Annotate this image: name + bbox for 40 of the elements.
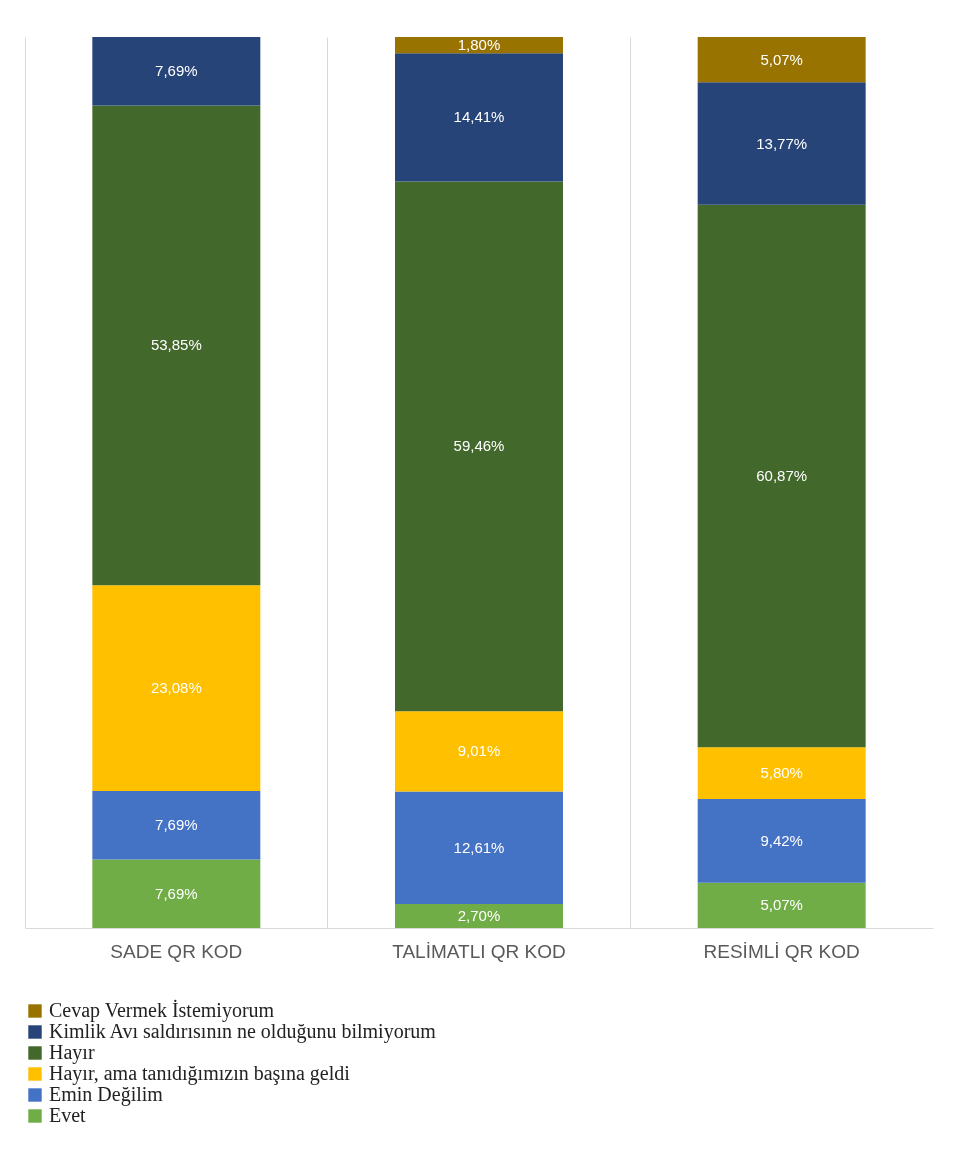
legend-label: Evet bbox=[49, 1104, 87, 1126]
data-label: 14,41% bbox=[453, 108, 505, 126]
data-label: 5,07% bbox=[760, 896, 803, 914]
bar bbox=[395, 711, 563, 792]
data-label: 13,77% bbox=[756, 134, 808, 152]
data-label: 5,80% bbox=[760, 764, 803, 782]
bar bbox=[697, 798, 866, 883]
bar bbox=[92, 859, 261, 928]
bar bbox=[395, 37, 563, 54]
data-label: 12,61% bbox=[453, 838, 505, 856]
bar bbox=[92, 37, 261, 106]
legend-label: Hayır bbox=[49, 1041, 95, 1064]
bar bbox=[395, 791, 563, 904]
bar bbox=[395, 903, 563, 928]
bar bbox=[697, 204, 866, 748]
data-label: 59,46% bbox=[453, 437, 505, 455]
x-tick-label: RESİMLİ QR KOD bbox=[703, 940, 860, 962]
bar bbox=[92, 585, 261, 791]
bar bbox=[92, 790, 261, 860]
bar bbox=[395, 53, 563, 182]
bar bbox=[92, 105, 261, 586]
data-label: 7,69% bbox=[155, 62, 198, 80]
legend-label: Cevap Vermek İstemiyorum bbox=[49, 999, 275, 1022]
data-label: 9,42% bbox=[760, 831, 803, 849]
bar bbox=[697, 882, 866, 928]
x-tick-label: SADE QR KOD bbox=[110, 940, 243, 962]
data-label: 9,01% bbox=[457, 742, 501, 760]
data-label: 1,80% bbox=[457, 36, 501, 54]
bar bbox=[697, 37, 866, 83]
x-tick-label: TALİMATLI QR KOD bbox=[392, 940, 566, 962]
bar bbox=[697, 82, 866, 205]
data-label: 7,69% bbox=[155, 884, 198, 902]
data-label: 7,69% bbox=[155, 816, 198, 834]
bar bbox=[395, 181, 563, 712]
bar bbox=[697, 747, 866, 799]
data-label: 23,08% bbox=[150, 679, 202, 697]
data-label: 5,07% bbox=[760, 50, 803, 68]
data-label: 2,70% bbox=[457, 906, 501, 924]
data-label: 60,87% bbox=[756, 467, 808, 485]
data-label: 53,85% bbox=[150, 336, 202, 354]
